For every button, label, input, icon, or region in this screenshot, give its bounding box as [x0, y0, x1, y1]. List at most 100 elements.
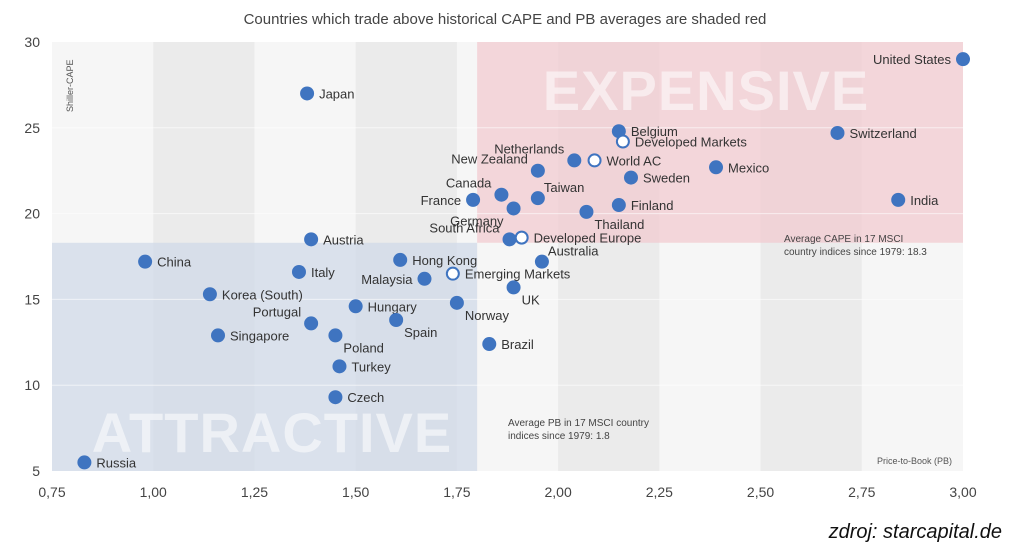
- point-uk: [506, 280, 521, 295]
- point-label-italy: Italy: [311, 265, 335, 280]
- point-label-malaysia: Malaysia: [361, 272, 413, 287]
- x-tick-label: 2,00: [544, 484, 571, 500]
- point-label-czech: Czech: [347, 390, 384, 405]
- point-china: [138, 254, 153, 269]
- point-emerging-markets: [445, 266, 460, 281]
- y-tick-label: 30: [24, 34, 40, 50]
- x-axis-label: Price-to-Book (PB): [877, 456, 952, 466]
- point-new-zealand: [530, 163, 545, 178]
- point-thailand: [579, 204, 594, 219]
- x-tick-label: 1,50: [342, 484, 369, 500]
- attractive-zone: [52, 242, 478, 471]
- point-label-india: India: [910, 193, 939, 208]
- point-italy: [291, 264, 306, 279]
- point-world-ac: [587, 153, 602, 168]
- cape-average-note: Average CAPE in 17 MSCI country indices …: [784, 234, 927, 258]
- point-spain: [389, 312, 404, 327]
- zone-labels: EXPENSIVE ATTRACTIVE: [92, 59, 869, 464]
- point-sweden: [623, 170, 638, 185]
- point-label-turkey: Turkey: [351, 359, 391, 374]
- point-label-singapore: Singapore: [230, 328, 289, 343]
- plot-background: [52, 42, 963, 471]
- point-australia: [534, 254, 549, 269]
- point-label-spain: Spain: [404, 325, 437, 340]
- point-label-portugal: Portugal: [253, 304, 302, 319]
- point-turkey: [332, 359, 347, 374]
- point-label-uk: UK: [522, 292, 540, 307]
- y-tick-label: 25: [24, 120, 40, 136]
- x-tick-label: 2,75: [848, 484, 875, 500]
- pb-note-line2: indices since 1979: 1.8: [508, 431, 610, 442]
- y-tick-label: 15: [24, 291, 40, 307]
- x-tick-label: 3,00: [949, 484, 976, 500]
- point-label-hong-kong: Hong Kong: [412, 253, 477, 268]
- x-tick-label: 1,00: [140, 484, 167, 500]
- point-label-developed-europe: Developed Europe: [534, 231, 642, 246]
- point-label-brazil: Brazil: [501, 337, 534, 352]
- y-tick-label: 20: [24, 206, 40, 222]
- y-tick-label: 5: [32, 463, 40, 479]
- point-label-canada: Canada: [446, 176, 492, 191]
- point-switzerland: [830, 125, 845, 140]
- cape-note-line1: Average CAPE in 17 MSCI: [784, 234, 903, 245]
- point-label-new-zealand: New Zealand: [451, 152, 528, 167]
- point-label-thailand: Thailand: [594, 217, 644, 232]
- expensive-zone: [477, 42, 963, 243]
- point-norway: [449, 295, 464, 310]
- pb-note-line1: Average PB in 17 MSCI country: [508, 418, 649, 429]
- point-label-austria: Austria: [323, 232, 364, 247]
- point-france: [466, 192, 481, 207]
- point-developed-europe: [514, 230, 529, 245]
- point-developed-markets: [615, 134, 630, 149]
- x-tick-label: 1,75: [443, 484, 470, 500]
- zone-expensive-label: EXPENSIVE: [543, 59, 869, 122]
- pb-average-note: Average PB in 17 MSCI country indices si…: [508, 418, 649, 442]
- point-south-africa: [502, 232, 517, 247]
- point-hong-kong: [393, 252, 408, 267]
- point-japan: [300, 86, 315, 101]
- point-label-mexico: Mexico: [728, 160, 769, 175]
- point-label-russia: Russia: [96, 455, 137, 470]
- point-brazil: [482, 337, 497, 352]
- point-label-china: China: [157, 255, 192, 270]
- source-credit: zdroj: starcapital.de: [828, 521, 1002, 543]
- point-malaysia: [417, 271, 432, 286]
- point-united-states: [956, 52, 970, 67]
- point-label-finland: Finland: [631, 198, 674, 213]
- point-mexico: [709, 160, 724, 175]
- point-label-germany: Germany: [450, 213, 504, 228]
- x-tick-label: 0,75: [38, 484, 65, 500]
- point-label-japan: Japan: [319, 86, 354, 101]
- point-label-united-states: United States: [873, 52, 952, 67]
- point-label-hungary: Hungary: [368, 299, 418, 314]
- cape-note-line2: country indices since 1979: 18.3: [784, 247, 927, 258]
- x-tick-label: 2,25: [646, 484, 673, 500]
- point-czech: [328, 390, 343, 405]
- point-label-switzerland: Switzerland: [849, 126, 916, 141]
- point-singapore: [211, 328, 226, 343]
- zone-attractive-label: ATTRACTIVE: [92, 401, 453, 464]
- point-label-emerging-markets: Emerging Markets: [465, 267, 571, 282]
- data-points: United States Japan Belgium Switzerland Deve…: [77, 52, 970, 470]
- point-india: [891, 192, 906, 207]
- point-label-korea-south: Korea (South): [222, 287, 303, 302]
- point-label-poland: Poland: [343, 340, 383, 355]
- point-label-belgium: Belgium: [631, 124, 678, 139]
- point-label-netherlands: Netherlands: [494, 141, 565, 156]
- point-label-taiwan: Taiwan: [544, 180, 584, 195]
- point-label-sweden: Sweden: [643, 171, 690, 186]
- point-poland: [328, 328, 343, 343]
- point-austria: [304, 232, 319, 247]
- point-netherlands: [567, 153, 582, 168]
- point-finland: [611, 198, 626, 213]
- point-germany: [506, 201, 521, 216]
- point-label-france: France: [421, 193, 461, 208]
- chart-title: Countries which trade above historical C…: [244, 11, 767, 28]
- x-tick-label: 1,25: [241, 484, 268, 500]
- x-axis-ticks: 0,75 1,00 1,25 1,50 1,75 2,00 2,25 2,50 2,75 3,00: [38, 484, 976, 500]
- point-label-south-africa: South Africa: [429, 220, 500, 235]
- point-hungary: [348, 299, 363, 314]
- point-taiwan: [530, 191, 545, 206]
- point-canada: [494, 187, 509, 202]
